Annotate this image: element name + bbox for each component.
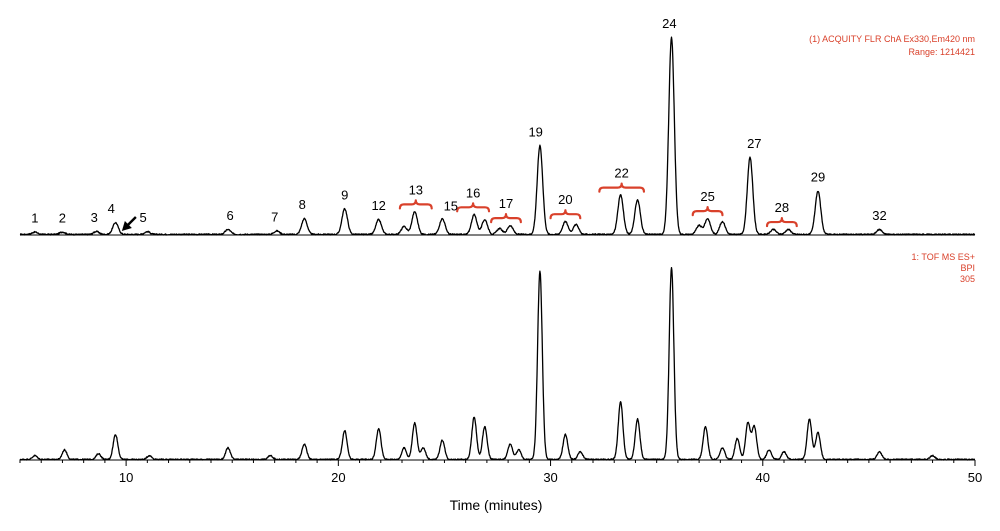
bracket-17 (490, 213, 522, 224)
ms-trace-header: 1: TOF MS ES+ BPI 305 (912, 252, 975, 284)
peak-label-16: 16 (466, 185, 480, 200)
peak-label-22: 22 (614, 166, 628, 181)
peak-label-25: 25 (700, 189, 714, 204)
x-axis-label: Time (minutes) (450, 497, 543, 513)
x-tick-label: 40 (756, 470, 770, 485)
bracket-13 (398, 199, 433, 210)
bracket-20 (549, 209, 582, 220)
peak-label-6: 6 (226, 208, 233, 223)
peak-label-7: 7 (271, 210, 278, 225)
bracket-28 (765, 216, 798, 228)
peak-label-4: 4 (108, 201, 115, 216)
ms-header-line-1: 1: TOF MS ES+ (912, 252, 975, 262)
bracket-group (398, 182, 798, 228)
flr-trace-header: (1) ACQUITY FLR ChA Ex330,Em420 nm Range… (809, 34, 975, 57)
peak-label-17: 17 (499, 196, 513, 211)
peak-label-15: 15 (444, 198, 458, 213)
peak-label-27: 27 (747, 136, 761, 151)
arrow-head (121, 221, 132, 231)
arrow-icon (121, 216, 137, 231)
peak-label-24: 24 (662, 16, 676, 31)
ms-trace-line (19, 266, 976, 461)
x-tick-label: 20 (331, 470, 345, 485)
bracket-25 (691, 206, 724, 217)
x-axis: 10 20 30 40 50 (19, 460, 982, 485)
x-tick-label: 10 (119, 470, 133, 485)
peak-label-12: 12 (371, 198, 385, 213)
x-tick-label: 30 (543, 470, 557, 485)
peak-label-28: 28 (775, 200, 789, 215)
peak-label-2: 2 (59, 211, 66, 226)
peak-label-1: 1 (31, 211, 38, 226)
peak-label-8: 8 (299, 197, 306, 212)
flr-header-line-1: (1) ACQUITY FLR ChA Ex330,Em420 nm (809, 34, 975, 44)
peak-label-5: 5 (139, 210, 146, 225)
trace-group (19, 36, 976, 461)
peak-label-19: 19 (528, 124, 542, 139)
peak-label-20: 20 (558, 192, 572, 207)
peak-label-9: 9 (341, 187, 348, 202)
peak-label-13: 13 (409, 182, 423, 197)
peak-label-3: 3 (91, 210, 98, 225)
flr-trace-line (19, 36, 976, 236)
bracket-22 (598, 182, 646, 193)
peak-label-32: 32 (872, 208, 886, 223)
x-tick-label: 50 (968, 470, 982, 485)
peak-label-29: 29 (811, 170, 825, 185)
flr-header-line-2: Range: 1214421 (908, 47, 975, 57)
bracket-16 (456, 202, 491, 213)
ms-header-line-2: BPI (960, 263, 975, 273)
ms-header-line-3: 305 (960, 274, 975, 284)
